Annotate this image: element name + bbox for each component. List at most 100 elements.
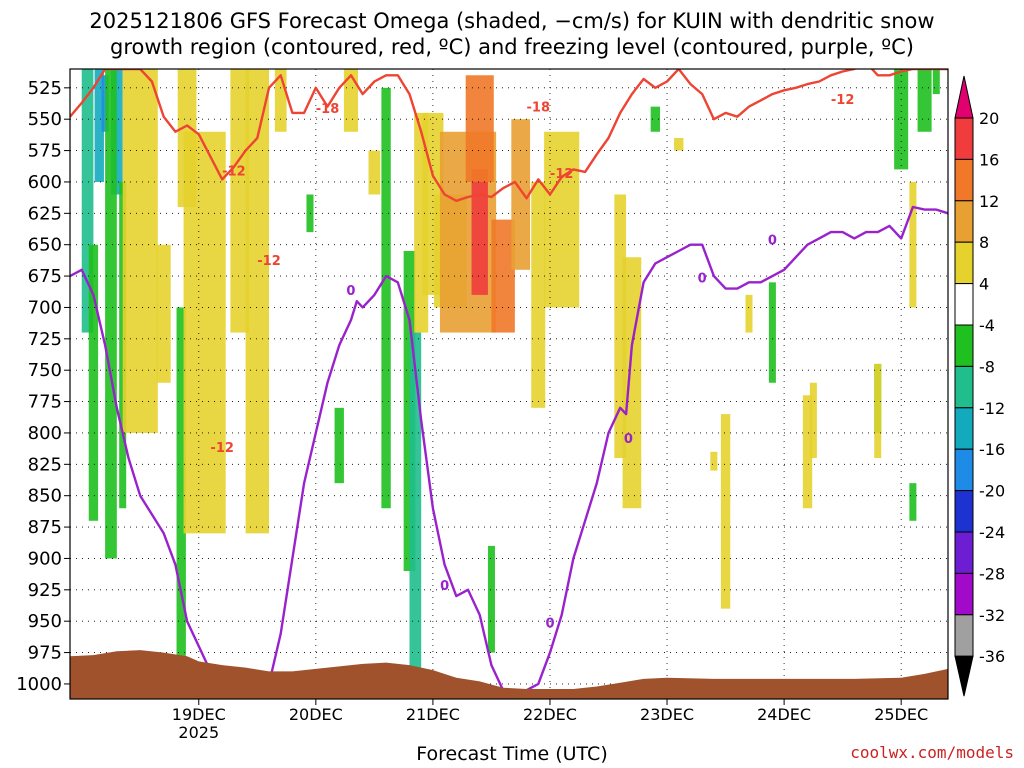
x-tick-label: 25DEC — [874, 705, 928, 724]
omega-shading — [745, 294, 753, 333]
colorbar-segment — [954, 241, 974, 285]
contour-label: 0 — [768, 234, 777, 249]
contour-label: 0 — [624, 432, 633, 447]
omega-shading — [544, 131, 580, 308]
omega-shading — [491, 219, 515, 333]
y-tick-label: 625 — [28, 203, 62, 224]
y-tick-label: 925 — [28, 580, 62, 601]
y-tick-label: 675 — [28, 266, 62, 287]
y-tick-label: 775 — [28, 392, 62, 413]
colorbar-label: -28 — [979, 564, 1005, 583]
contour-label: -12 — [222, 165, 246, 180]
colorbar-label: 12 — [979, 192, 999, 211]
x-tick-label: 21DEC — [406, 705, 460, 724]
omega-shading — [710, 451, 718, 471]
colorbar-label: -32 — [979, 606, 1005, 625]
omega-shading — [622, 257, 642, 509]
omega-shading — [768, 282, 776, 383]
colorbar-label: -36 — [979, 647, 1005, 666]
contour-label: -12 — [210, 441, 234, 456]
omega-shading — [176, 307, 186, 659]
colorbar-bottom-arrow — [954, 655, 974, 697]
omega-shading — [306, 194, 314, 233]
chart-title-line1: 2025121806 GFS Forecast Omega (shaded, −… — [89, 9, 935, 33]
omega-shading — [932, 69, 940, 95]
colorbar-segment — [954, 283, 974, 326]
chart-title-line2: growth region (contoured, red, ºC) and f… — [110, 35, 914, 59]
contour-label: -18 — [527, 101, 551, 116]
y-tick-label: 800 — [28, 423, 62, 444]
omega-shading — [465, 75, 494, 182]
colorbar-segment — [954, 200, 974, 243]
contour-label: 0 — [698, 271, 707, 286]
contour-label: -12 — [831, 93, 855, 108]
colorbar-label: -24 — [979, 523, 1005, 542]
colorbar-segment — [954, 324, 974, 367]
credit-text: coolwx.com/models — [850, 743, 1014, 762]
x-tick-label: 24DEC — [757, 705, 811, 724]
omega-shading — [105, 69, 117, 559]
colorbar-label: -12 — [979, 399, 1005, 418]
omega-shading — [917, 69, 932, 132]
omega-shading — [894, 69, 909, 170]
contour-label: -12 — [550, 167, 574, 182]
omega-shading — [809, 382, 817, 459]
colorbar-segment — [954, 448, 974, 492]
contour-label: 0 — [346, 284, 355, 299]
x-axis-label: Forecast Time (UTC) — [416, 743, 608, 765]
omega-shading — [909, 181, 917, 308]
omega-shading — [471, 169, 488, 295]
omega-shading — [487, 545, 495, 653]
y-tick-label: 975 — [28, 643, 62, 664]
plot-frame — [69, 68, 949, 700]
omega-shading — [81, 69, 94, 333]
y-tick-label: 725 — [28, 329, 62, 350]
terrain-ground — [70, 650, 948, 699]
colorbar-segment — [954, 407, 974, 450]
y-tick-label: 900 — [28, 548, 62, 569]
omega-shading — [802, 395, 813, 509]
omega-shading — [156, 244, 171, 383]
y-tick-label: 550 — [28, 109, 62, 130]
colorbar-segment — [954, 531, 974, 574]
y-tick-label: 875 — [28, 517, 62, 538]
omega-shading — [409, 332, 422, 672]
omega-shading — [94, 69, 104, 182]
x-tick-label: 20DEC — [289, 705, 343, 724]
omega-shading — [368, 150, 381, 195]
y-tick-label: 825 — [28, 454, 62, 475]
omega-shading — [874, 363, 882, 459]
y-tick-label: 600 — [28, 172, 62, 193]
omega-shading — [230, 69, 250, 333]
y-tick-label: 525 — [28, 78, 62, 99]
omega-shading — [274, 69, 287, 132]
contour-label: 0 — [545, 616, 554, 631]
omega-shading — [531, 181, 546, 408]
colorbar-label: -20 — [979, 482, 1005, 501]
colorbar-segment — [954, 572, 974, 616]
y-tick-label: 575 — [28, 141, 62, 162]
x-tick-label: 22DEC — [523, 705, 577, 724]
y-tick-label: 950 — [28, 611, 62, 632]
y-tick-label: 750 — [28, 360, 62, 381]
colorbar-label: 16 — [979, 150, 999, 169]
contour-label: -18 — [316, 102, 340, 117]
omega-shading — [245, 69, 270, 534]
omega-shading — [674, 138, 684, 151]
colorbar-segment — [954, 490, 974, 533]
omega-shading — [88, 244, 99, 521]
omega-shading — [343, 69, 358, 132]
omega-shading — [511, 119, 531, 270]
omega-shading — [614, 194, 627, 459]
contour-label: 0 — [440, 579, 449, 594]
colorbar-segment — [954, 614, 974, 657]
colorbar-label: -8 — [979, 357, 995, 376]
colorbar-segment — [954, 158, 974, 202]
y-tick-label: 650 — [28, 235, 62, 256]
colorbar-segment — [954, 117, 974, 160]
y-tick-label: 1000 — [16, 674, 62, 695]
omega-shading — [720, 414, 731, 609]
colorbar-label: -16 — [979, 440, 1005, 459]
colorbar-top-arrow — [954, 75, 974, 119]
